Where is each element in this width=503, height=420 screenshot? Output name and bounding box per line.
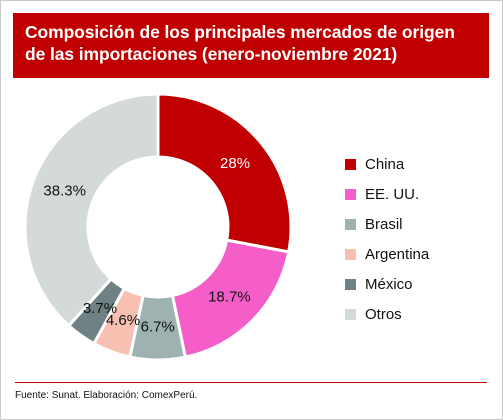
legend-item-m-xico: México [345,269,429,299]
legend-item-ee-uu: EE. UU. [345,179,429,209]
chart-title-line-2: de las importaciones (enero-noviembre 20… [25,44,398,64]
legend-swatch-brasil [345,218,356,230]
chart-title: Composición de los principales mercados … [25,21,479,65]
legend-label-m-xico: México [365,275,413,293]
legend-swatch-otros [345,308,356,320]
donut-slice-china [156,92,293,254]
legend-label-brasil: Brasil [365,215,403,233]
legend-label-china: China [365,155,405,173]
donut-slice-ee-uu [170,238,291,359]
donut-slices [23,92,293,362]
chart-title-line-1: Composición de los principales mercados … [25,22,455,42]
legend-label-otros: Otros [365,305,402,323]
title-banner: Composición de los principales mercados … [13,13,489,78]
chart-legend: China EE. UU. Brasil Argentina México Otros [345,149,429,329]
data-label-m-xico: 3.7% [83,300,117,317]
data-label-argentina: 4.6% [106,312,140,329]
data-label-otros: 38.3% [43,183,86,200]
legend-item-china: China [345,149,429,179]
data-label-china: 28% [220,155,250,172]
source-note: Fuente: Sunat. Elaboración: ComexPerú. [15,390,198,401]
legend-swatch-argentina [345,248,356,260]
donut-data-labels: 28% 18.7% 6.7%4.6%3.7% 38.3% [43,155,250,336]
data-label-ee-uu: 18.7% [208,289,251,306]
legend-swatch-m-xico [345,278,356,290]
legend-item-brasil: Brasil [345,209,429,239]
donut-slice-otros [23,92,160,328]
footer-rule [15,382,487,383]
legend-label-ee-uu: EE. UU. [365,185,420,203]
legend-label-argentina: Argentina [365,245,430,263]
legend-item-otros: Otros [345,299,429,329]
legend-item-argentina: Argentina [345,239,429,269]
data-label-brasil: 6.7% [141,318,175,335]
legend-swatch-china [345,158,356,170]
legend-swatch-ee-uu [345,188,356,200]
